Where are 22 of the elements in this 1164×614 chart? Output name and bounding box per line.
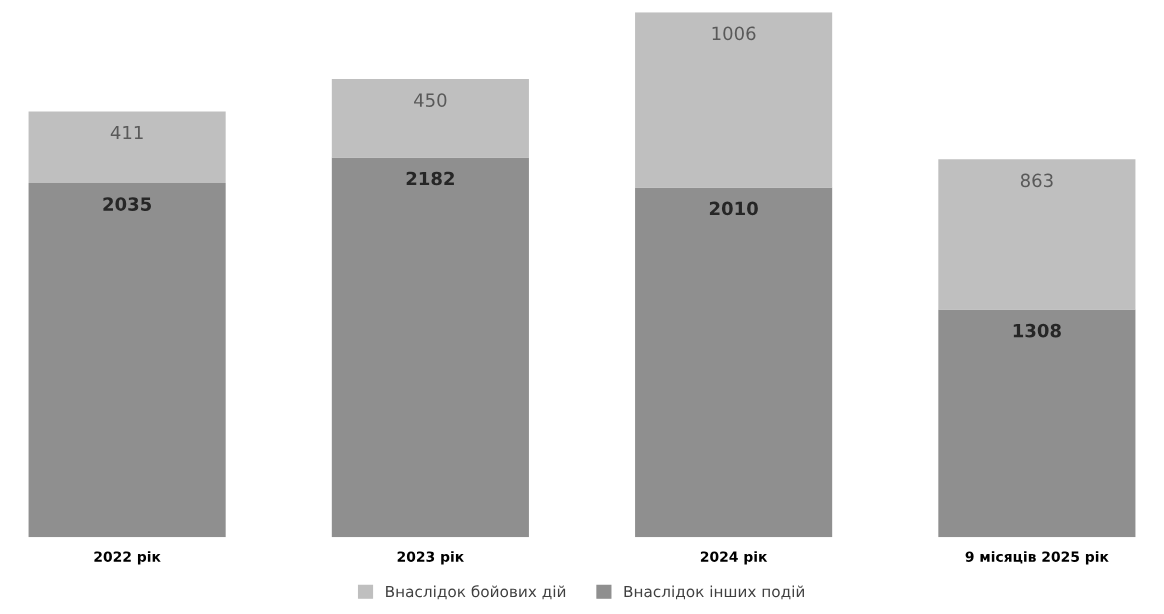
x-tick-label: 2024 рік [700, 551, 768, 565]
data-label: 2035 [103, 197, 151, 211]
data-label: 2182 [406, 171, 454, 186]
legend-label: Внаслідок інших подій [624, 585, 804, 600]
bar [331, 79, 529, 158]
bar [938, 159, 1136, 310]
data-label: 450 [414, 93, 447, 107]
data-label: 1006 [712, 26, 756, 41]
bar [938, 309, 1136, 538]
bar [28, 111, 226, 184]
bar [635, 12, 833, 188]
bar [331, 157, 529, 538]
x-tick-label: 2022 рік [94, 551, 161, 565]
data-label: 1308 [1013, 323, 1061, 338]
bar [635, 187, 833, 538]
data-label: 863 [1020, 173, 1053, 188]
x-tick-label: 2023 рік [397, 551, 464, 565]
data-label: 2010 [709, 201, 758, 216]
data-label: 411 [110, 125, 143, 140]
legend-label: Внаслідок бойових дій [386, 585, 566, 600]
x-tick-label: 9 місяців 2025 рік [965, 551, 1109, 565]
bar [28, 183, 226, 538]
